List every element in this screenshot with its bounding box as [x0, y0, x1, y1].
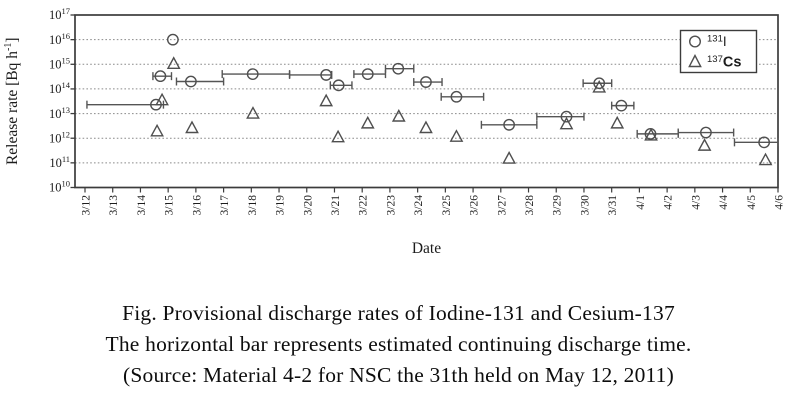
i131-data-point	[166, 33, 179, 46]
cs137-data-point	[155, 92, 169, 106]
i131-data-point	[154, 70, 167, 83]
x-tick-label: 3/26	[469, 195, 481, 216]
i131-data-point	[593, 77, 606, 90]
i131-data-point	[450, 90, 463, 103]
figure-caption: Fig. Provisional discharge rates of Iodi…	[0, 298, 797, 391]
x-tick-label: 4/3	[690, 195, 702, 210]
cs137-data-point	[644, 127, 658, 141]
cs137-data-point	[559, 116, 574, 130]
x-tick-label: 3/14	[136, 195, 148, 216]
x-tick-label: 3/27	[496, 195, 508, 216]
legend-cs137-marker	[688, 53, 702, 68]
plot-border	[74, 14, 779, 189]
cs137-data-point	[360, 115, 375, 129]
x-tick-label: 3/23	[385, 195, 397, 216]
caption-note: The horizontal bar represents estimated …	[105, 332, 692, 356]
x-tick-label: 3/28	[524, 195, 536, 216]
y-tick-label: 1014	[49, 80, 71, 96]
i131-data-point	[184, 75, 197, 88]
i131-data-point	[560, 110, 573, 123]
cs137-data-point	[150, 123, 164, 137]
i131-data-point	[361, 68, 374, 80]
i131-data-point	[320, 69, 333, 81]
legend-label-cs137: 137Cs	[707, 54, 741, 71]
x-tick-label: 4/4	[718, 195, 730, 210]
y-tick-label: 1012	[49, 129, 70, 145]
x-tick-label: 3/22	[358, 195, 370, 216]
discharge-rate-chart: 1017 1016 1015 1014 1013 1012 1011 1010 3/12 3/13…	[3, 6, 786, 257]
x-tick-label: 3/13	[108, 195, 120, 216]
cs137-data-point	[246, 106, 260, 119]
x-tick-label: 3/20	[302, 195, 314, 216]
cs137-data-point	[419, 120, 433, 134]
x-tick-label: 3/17	[219, 195, 231, 216]
y-tick-label: 1015	[49, 55, 70, 71]
legend-box	[679, 29, 758, 74]
y-tick-label: 1016	[49, 31, 70, 47]
caption-source: (Source: Material 4-2 for NSC the 31th h…	[123, 363, 674, 387]
legend-i131-marker	[689, 35, 702, 48]
i131-data-point	[700, 126, 712, 139]
caption-title: Fig. Provisional discharge rates of Iodi…	[122, 301, 675, 325]
x-tick-label: 3/30	[579, 195, 591, 216]
cs137-data-point	[185, 120, 199, 134]
cs137-data-point	[449, 129, 464, 142]
legend-label-i131: 131I	[707, 34, 727, 50]
cs137-data-point	[697, 138, 712, 151]
i131-data-point	[246, 68, 259, 80]
y-tick-label: 1011	[49, 154, 70, 170]
x-tick-label: 4/5	[746, 195, 758, 210]
x-tick-label: 3/29	[552, 195, 564, 216]
i131-data-point	[503, 118, 516, 131]
cs137-data-point	[391, 109, 406, 122]
x-tick-label: 3/16	[191, 195, 203, 216]
y-axis-title: Release rate [Bq h-1]	[3, 37, 21, 165]
i131-data-point	[644, 127, 657, 140]
i131-data-point	[392, 62, 405, 75]
x-tick-label: 3/25	[441, 195, 453, 216]
x-axis-title: Date	[412, 240, 441, 257]
x-tick-label: 3/12	[81, 195, 93, 216]
x-tick-label: 3/18	[247, 195, 259, 216]
x-tick-label: 4/2	[663, 195, 675, 210]
cs137-data-point	[319, 93, 334, 107]
y-tick-label: 1010	[49, 179, 70, 195]
cs137-data-point	[331, 129, 345, 143]
x-tick-label: 3/19	[275, 195, 287, 216]
x-tick-label: 3/24	[413, 195, 425, 216]
cs137-data-point	[610, 115, 625, 129]
x-tick-label: 4/1	[635, 195, 647, 210]
cs137-data-point	[592, 79, 607, 93]
x-tick-label: 4/6	[774, 195, 786, 210]
cs137-data-point	[166, 56, 181, 69]
x-tick-label: 3/15	[164, 195, 176, 216]
i131-data-point	[758, 136, 771, 149]
y-tick-label: 1013	[49, 105, 70, 121]
cs137-data-point	[502, 151, 516, 164]
i131-data-point	[332, 79, 345, 92]
i131-data-point	[615, 99, 628, 112]
cs137-data-point	[758, 152, 773, 166]
x-tick-label: 3/31	[607, 195, 619, 216]
y-tick-label: 1017	[49, 6, 70, 22]
x-tick-label: 3/21	[330, 195, 342, 216]
i131-data-point	[420, 76, 432, 88]
